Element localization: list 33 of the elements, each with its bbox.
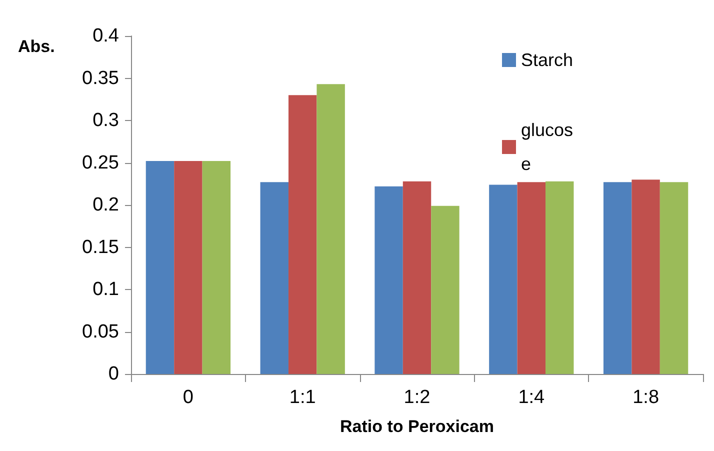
x-axis-title: Ratio to Peroxicam	[340, 417, 494, 436]
y-tick-label: 0.25	[82, 152, 119, 174]
bar	[632, 180, 660, 374]
y-axis-title: Abs.	[18, 37, 55, 56]
bar	[146, 161, 174, 374]
y-tick-label: 0.05	[82, 321, 119, 342]
x-tick-label: 1:4	[518, 387, 546, 408]
bar	[431, 206, 460, 374]
y-tick-label: 0.2	[92, 194, 119, 216]
x-tick-label: 0	[182, 387, 194, 408]
y-tick-label: 0.15	[82, 236, 119, 258]
bar	[202, 161, 231, 374]
bar	[546, 181, 574, 374]
y-tick-label: 0.1	[92, 279, 119, 300]
x-tick-label: 1:1	[289, 387, 316, 408]
y-tick-label: 0.4	[92, 26, 120, 46]
bar	[660, 182, 688, 374]
bar	[402, 181, 432, 374]
legend-label: Starch	[521, 50, 574, 70]
bar	[316, 84, 345, 374]
bar	[374, 186, 403, 374]
legend-label: glucose	[521, 120, 574, 174]
y-tick-label: 0.35	[82, 68, 119, 89]
y-tick-label: 0	[108, 364, 119, 384]
bar	[517, 182, 546, 374]
y-tick-label: 0.3	[92, 110, 119, 131]
bar	[288, 95, 317, 374]
bar	[174, 161, 202, 374]
x-tick-label: 1:2	[404, 387, 430, 408]
bar	[489, 184, 518, 374]
bar	[603, 182, 632, 374]
x-tick-label: 1:8	[632, 387, 660, 408]
bar	[260, 182, 288, 374]
